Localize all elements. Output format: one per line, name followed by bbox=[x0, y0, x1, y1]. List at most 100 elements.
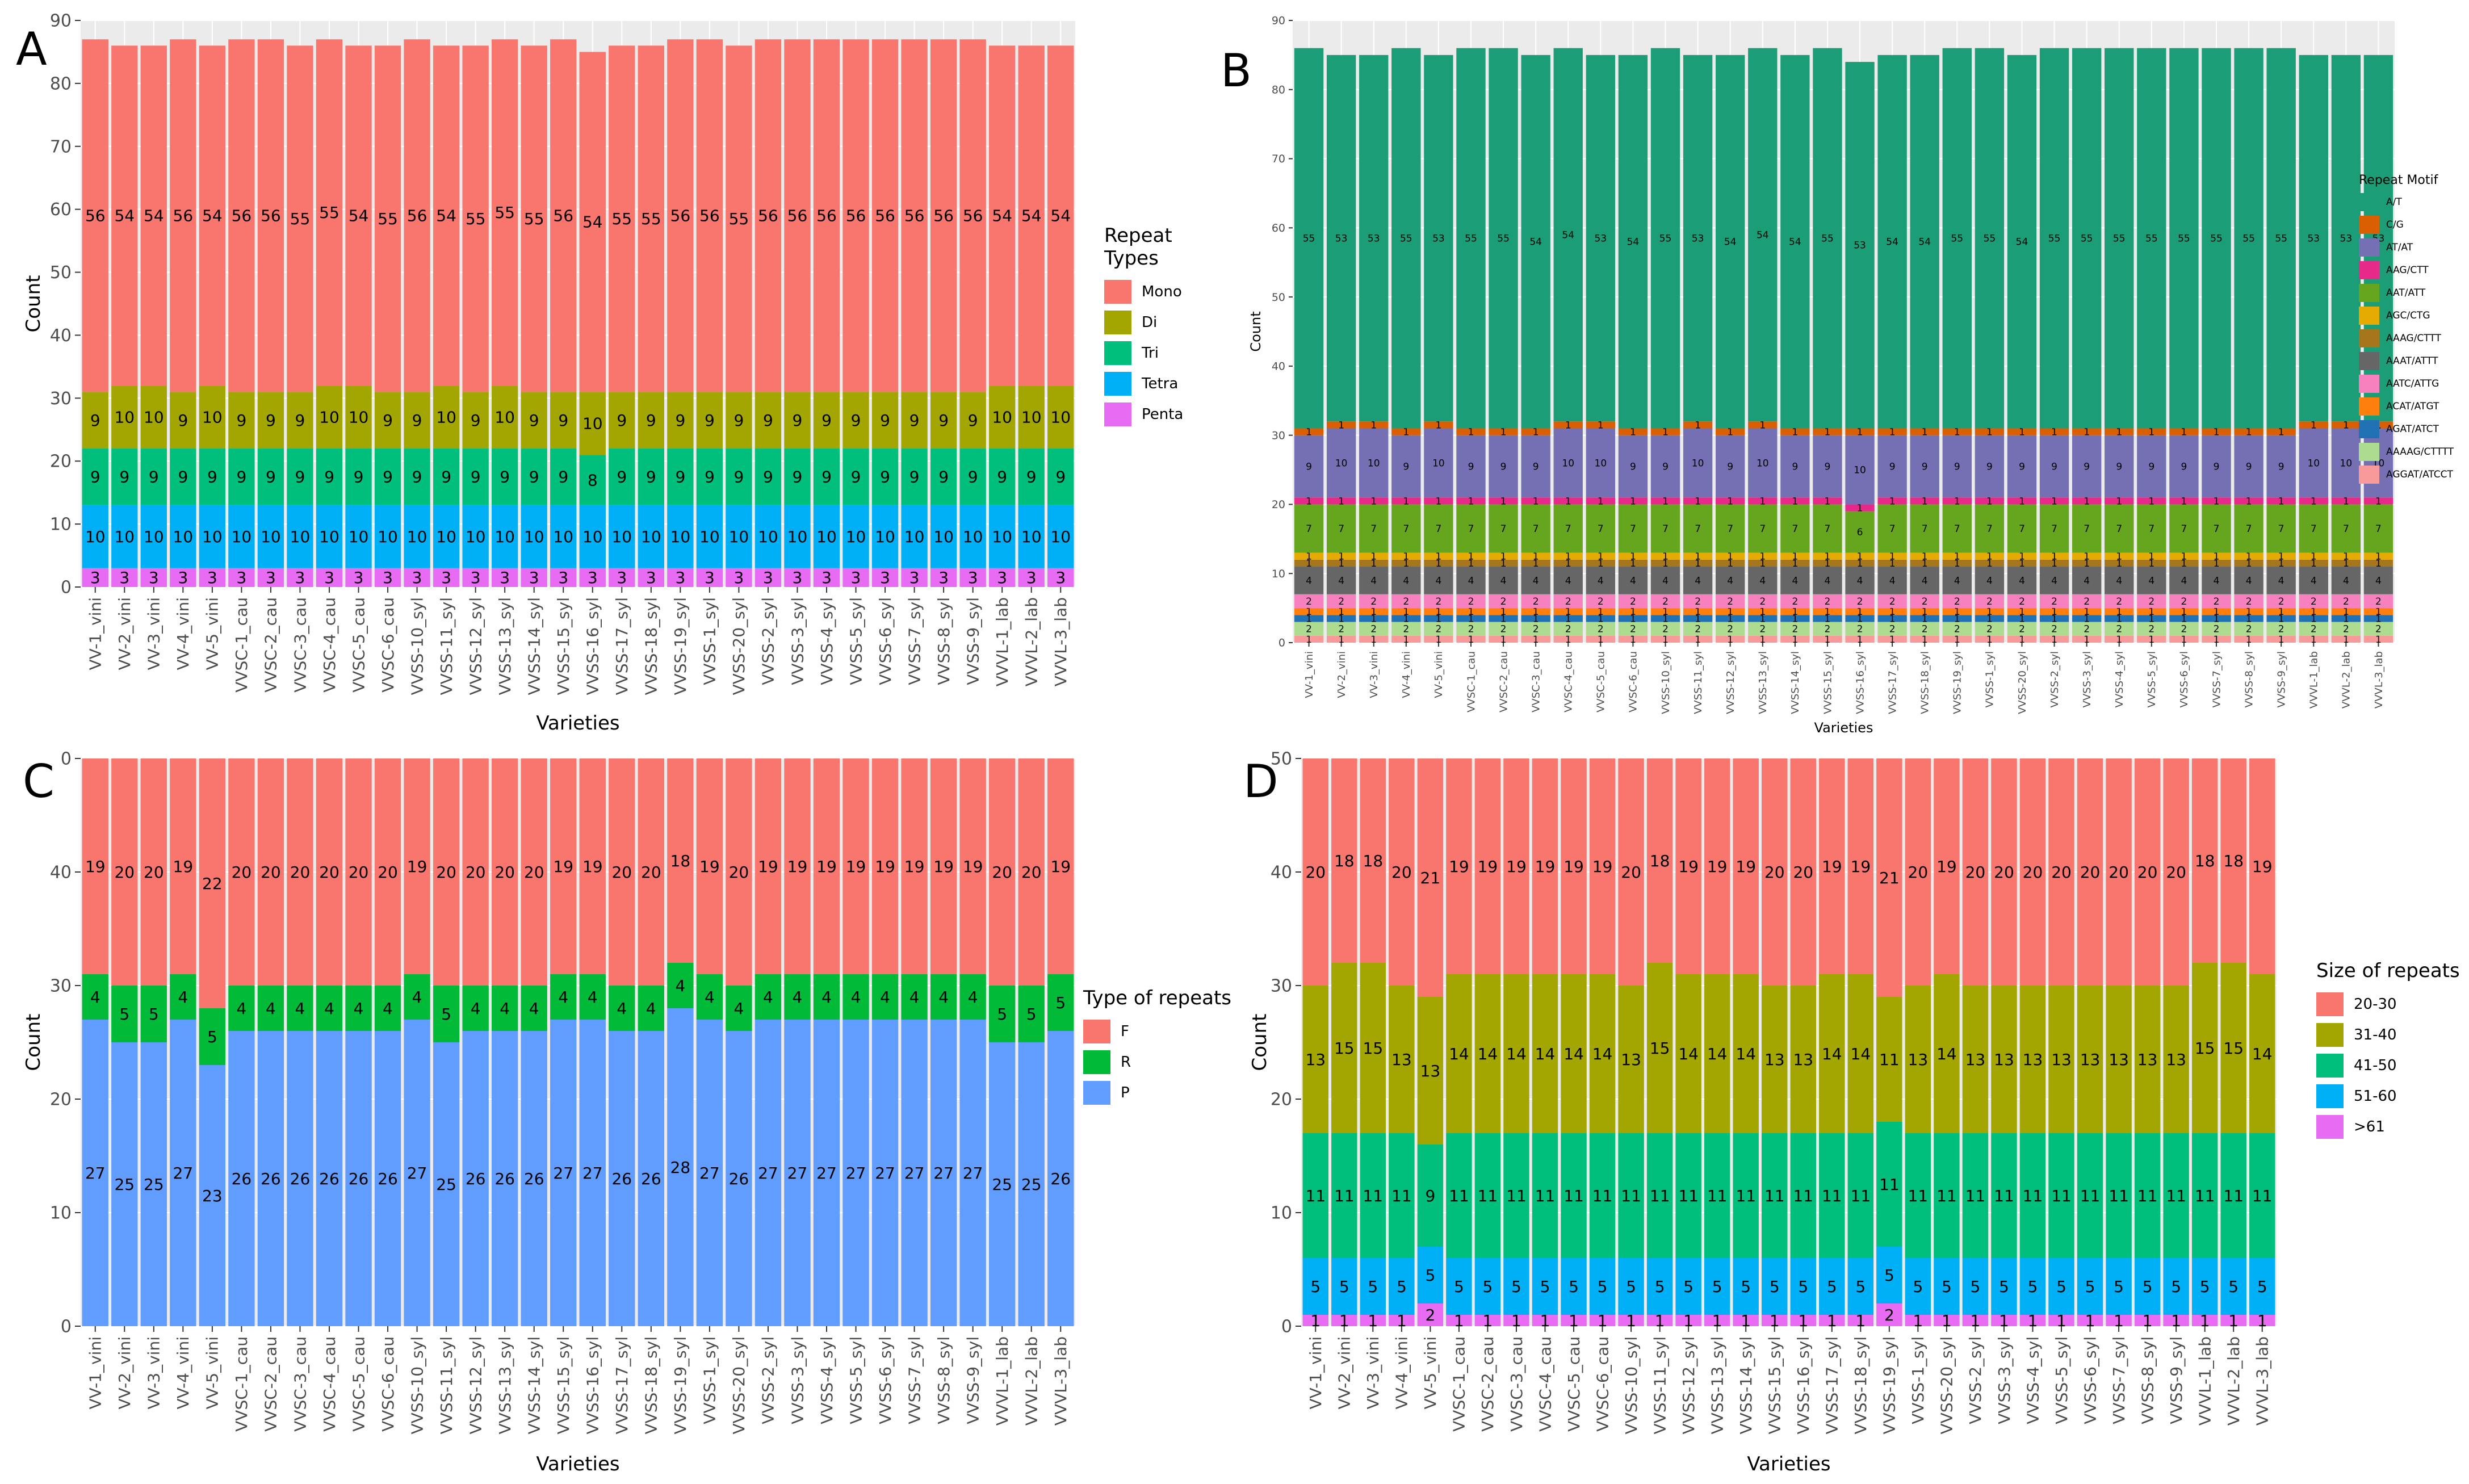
x-tick-label: VVSS-19_syl bbox=[1952, 651, 1964, 714]
data-label: 2 bbox=[1792, 624, 1798, 635]
x-tick-label: VVSS-3_syl bbox=[1995, 1336, 2014, 1424]
data-label: 4 bbox=[675, 976, 685, 995]
data-label: 4 bbox=[1533, 575, 1539, 586]
data-label: 4 bbox=[1954, 575, 1960, 586]
y-tick-label: 90 bbox=[1272, 15, 1285, 27]
bar-segment bbox=[2077, 1258, 2103, 1315]
data-label: 2 bbox=[2051, 624, 2057, 635]
bar-segment bbox=[1975, 435, 2005, 498]
bar-segment bbox=[2202, 594, 2231, 609]
data-label: 55 bbox=[1465, 233, 1477, 245]
data-label: 1 bbox=[1986, 606, 1993, 618]
bar-segment bbox=[2299, 615, 2328, 622]
data-label: 2 bbox=[1825, 596, 1831, 607]
x-tick-label: VVSC-6_cau bbox=[379, 597, 397, 693]
data-label: 9 bbox=[1825, 461, 1831, 472]
bar-segment bbox=[111, 505, 138, 568]
data-label: 56 bbox=[787, 207, 808, 225]
bar-segment bbox=[2249, 1258, 2275, 1315]
data-label: 4 bbox=[324, 999, 334, 1018]
bar-segment bbox=[1975, 428, 2005, 435]
bar-segment bbox=[2106, 758, 2132, 986]
data-label: 2 bbox=[1468, 624, 1474, 635]
legend-d: Size of repeats 20-30 31-40 41-50 51-60 >61 bbox=[2316, 959, 2460, 1142]
data-label: 10 bbox=[232, 527, 252, 546]
x-tick-label: VVSS-13_syl bbox=[496, 597, 514, 695]
data-label: 4 bbox=[295, 999, 305, 1018]
x-tick-label: VVSS-3_syl bbox=[788, 1336, 807, 1424]
bar-segment bbox=[1294, 552, 1324, 560]
data-label: 1 bbox=[1630, 496, 1636, 507]
data-label: 9 bbox=[851, 468, 861, 487]
data-label: 1 bbox=[1986, 613, 1993, 624]
x-tick-label: VVSS-6_syl bbox=[2178, 651, 2190, 707]
legend-label: AAT/ATT bbox=[2386, 287, 2426, 299]
bar-segment bbox=[871, 39, 899, 392]
data-label: 20 bbox=[494, 863, 515, 882]
data-label: 10 bbox=[787, 527, 808, 546]
data-label: 11 bbox=[1936, 1187, 1957, 1205]
bar-segment bbox=[2105, 559, 2134, 567]
legend-swatch bbox=[2359, 329, 2379, 347]
bar-segment bbox=[1975, 635, 2005, 643]
bar-segment bbox=[1586, 428, 1616, 498]
data-label: 19 bbox=[2252, 857, 2273, 876]
bar-segment bbox=[1780, 615, 1810, 622]
bar-segment bbox=[1302, 1133, 1329, 1258]
data-label: 5 bbox=[207, 1028, 217, 1046]
data-label: 11 bbox=[1535, 1187, 1556, 1205]
data-label: 7 bbox=[2116, 523, 2122, 535]
x-tick-label: VV-1_vini bbox=[86, 597, 105, 670]
bar-segment bbox=[871, 758, 899, 974]
data-label: 1 bbox=[1435, 496, 1441, 507]
data-label: 5 bbox=[441, 1005, 451, 1024]
data-label: 26 bbox=[611, 1169, 632, 1188]
bar-segment bbox=[2163, 758, 2189, 986]
bar-segment bbox=[726, 986, 752, 1031]
data-label: 56 bbox=[173, 207, 194, 225]
bar-segment bbox=[901, 1020, 928, 1326]
data-label: 10 bbox=[2340, 458, 2353, 469]
data-label: 1 bbox=[1468, 613, 1474, 624]
bar-segment bbox=[1845, 62, 1875, 429]
data-label: 4 bbox=[236, 999, 246, 1018]
bar-segment bbox=[433, 986, 460, 1042]
bar-segment bbox=[1748, 48, 1778, 422]
data-label: 1 bbox=[1662, 558, 1669, 569]
bar-segment bbox=[287, 986, 313, 1031]
bar-segment bbox=[1553, 559, 1583, 567]
data-label: 11 bbox=[1678, 1187, 1699, 1205]
bar-segment bbox=[726, 392, 752, 449]
data-label: 1 bbox=[1338, 420, 1344, 431]
bar-segment bbox=[1424, 504, 1453, 553]
bar-segment bbox=[1456, 504, 1486, 553]
bar-segment bbox=[2234, 635, 2263, 643]
data-label: 4 bbox=[1306, 575, 1312, 586]
data-label: 1 bbox=[2311, 558, 2317, 569]
bar-segment bbox=[1391, 635, 1421, 643]
data-label: 10 bbox=[582, 527, 603, 546]
data-label: 1 bbox=[1403, 634, 1409, 645]
bar-segment bbox=[1975, 615, 2005, 622]
bar-segment bbox=[2331, 622, 2361, 636]
data-label: 5 bbox=[2200, 1277, 2210, 1296]
bar-segment bbox=[2191, 758, 2218, 963]
x-tick-label: VVSS-18_syl bbox=[642, 1336, 661, 1435]
legend-item: Tetra bbox=[1104, 368, 1232, 399]
bar-segment bbox=[1474, 758, 1501, 974]
data-label: 10 bbox=[1562, 458, 1574, 469]
data-label: 1 bbox=[1435, 420, 1441, 431]
bar-segment bbox=[2039, 567, 2069, 594]
legend-swatch bbox=[2316, 992, 2344, 1016]
x-tick-label: VVSS-10_syl bbox=[408, 597, 426, 695]
data-label: 1 bbox=[1630, 551, 1636, 563]
data-label: 26 bbox=[290, 1169, 311, 1188]
bar-segment bbox=[2202, 428, 2231, 435]
bar-segment bbox=[1813, 622, 1842, 636]
data-label: 9 bbox=[412, 468, 422, 487]
legend-label: AAAG/CTTT bbox=[2386, 333, 2441, 344]
bar-segment bbox=[667, 963, 694, 1008]
data-label: 2 bbox=[1338, 624, 1344, 635]
bar-segment bbox=[2266, 594, 2296, 609]
data-label: 1 bbox=[1662, 606, 1669, 618]
